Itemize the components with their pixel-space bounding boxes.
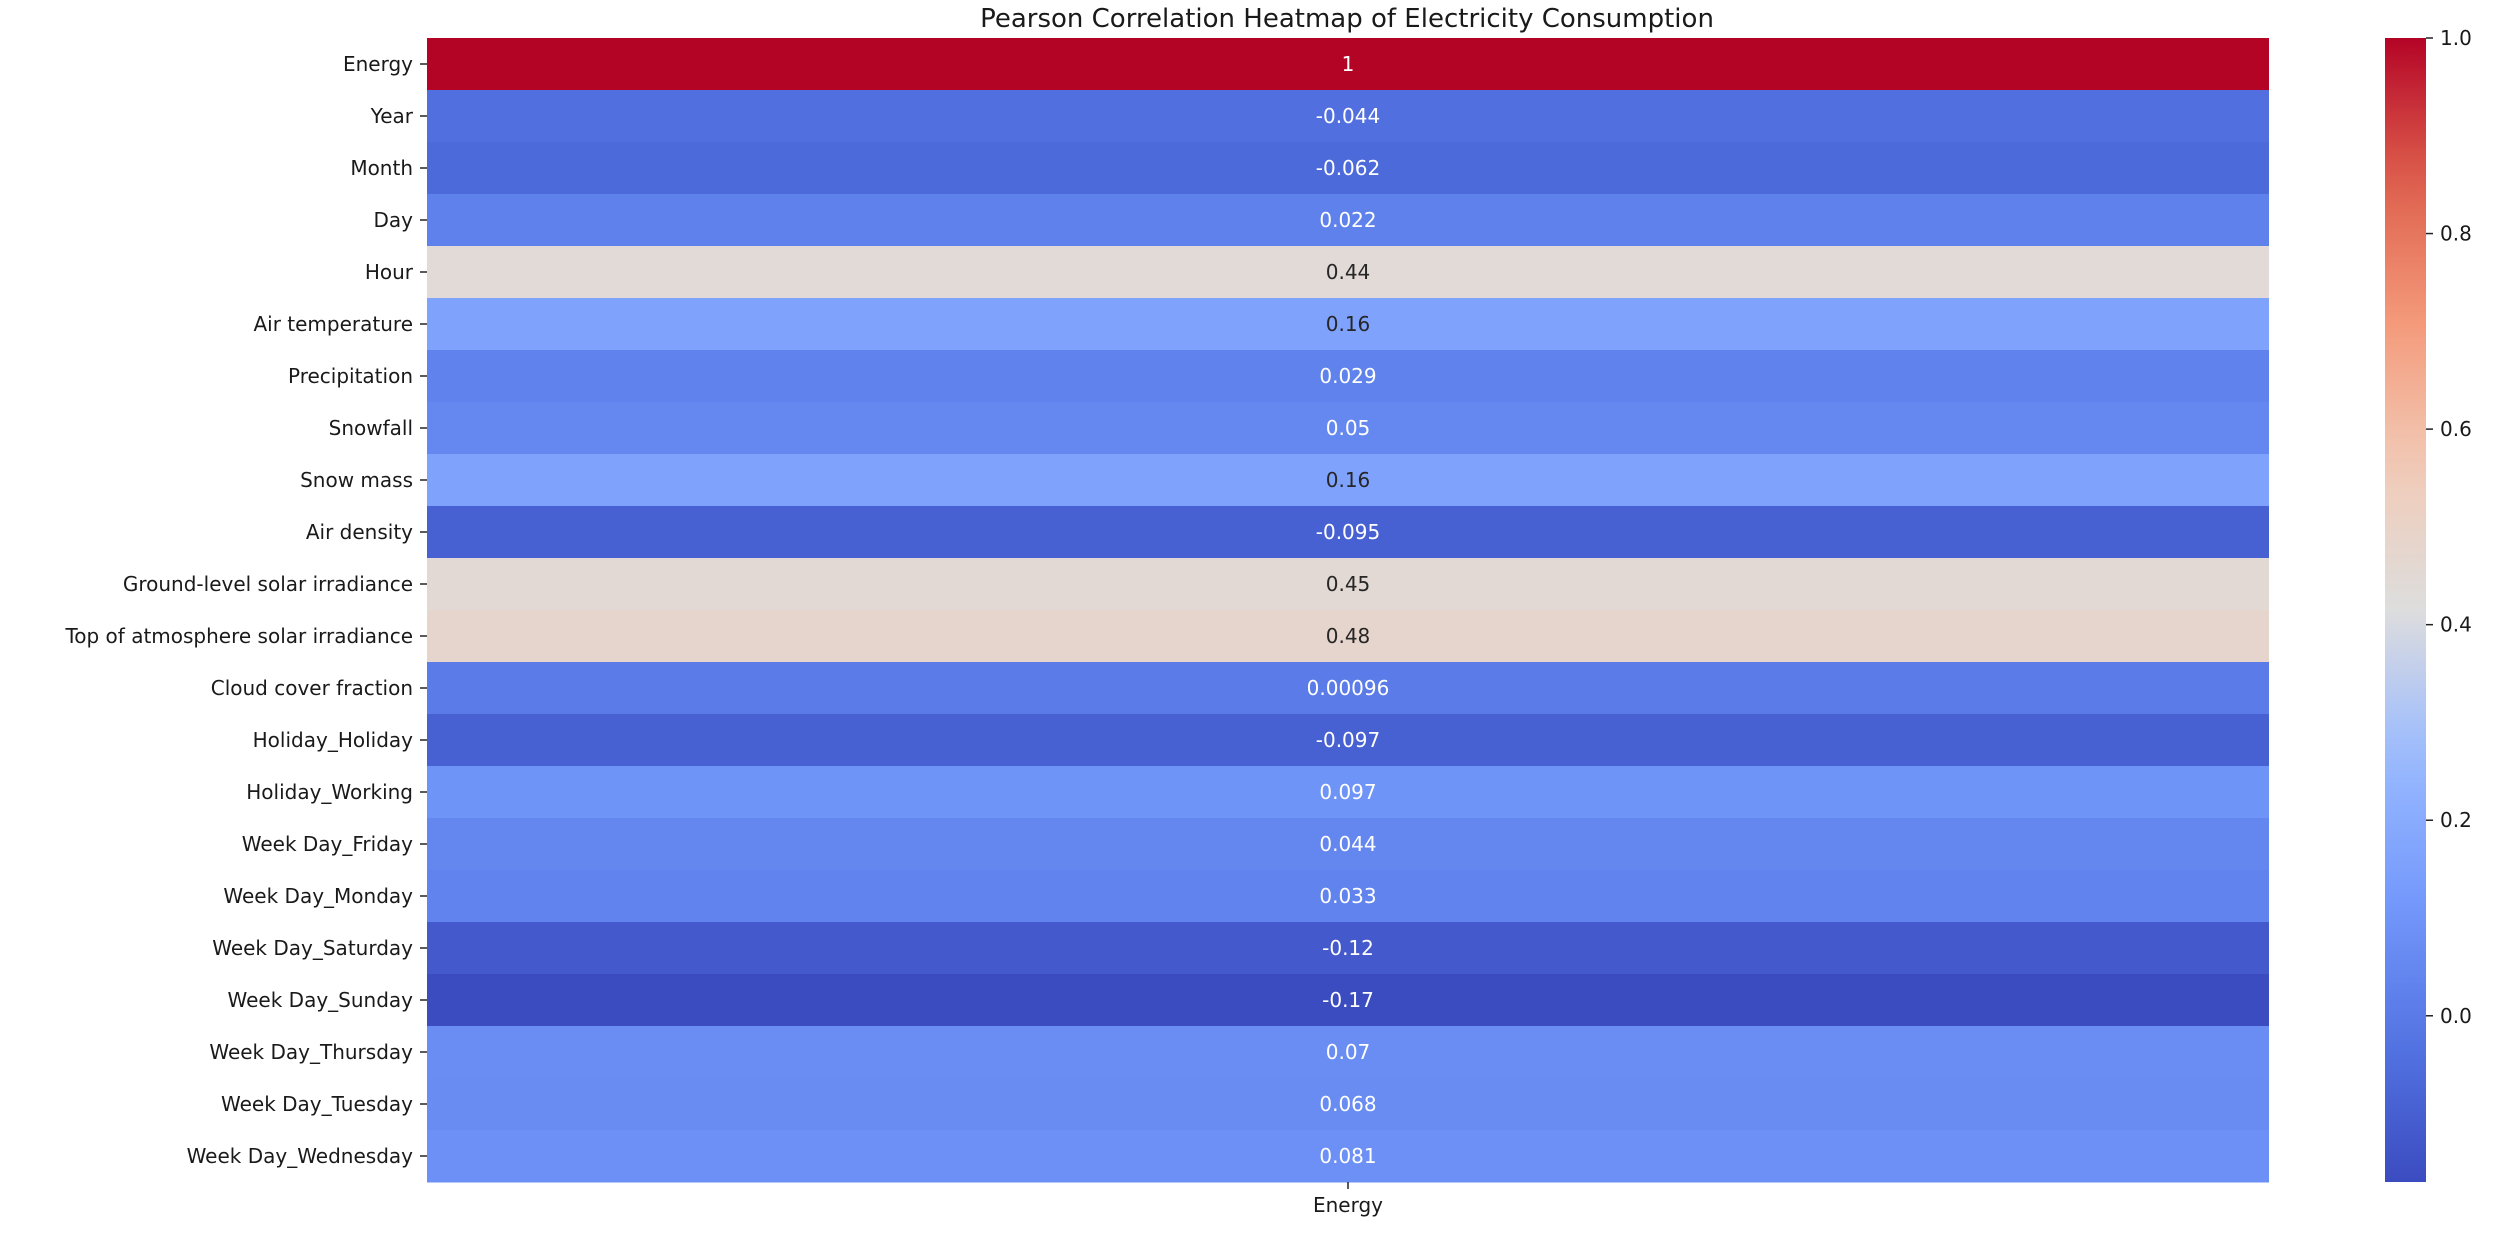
row-label: Week Day_Thursday (209, 1040, 413, 1064)
heatmap-cell (427, 558, 2269, 611)
row-label: Snow mass (300, 468, 413, 492)
cell-value-label: 0.05 (1326, 416, 1371, 440)
row-label: Week Day_Friday (242, 832, 413, 856)
colorbar-tick-label: 0.2 (2440, 808, 2472, 832)
heatmap-cell (427, 610, 2269, 663)
row-label: Energy (343, 52, 413, 76)
cell-value-label: 0.022 (1319, 208, 1376, 232)
cell-value-label: 0.16 (1326, 312, 1371, 336)
row-label: Air density (306, 520, 413, 544)
row-label: Week Day_Monday (223, 884, 413, 908)
row-label: Day (374, 208, 414, 232)
heatmap-cell (427, 246, 2269, 299)
colorbar-gradient (2385, 38, 2426, 1182)
cell-value-label: 0.07 (1326, 1040, 1371, 1064)
cell-value-label: 0.44 (1326, 260, 1371, 284)
column-label: Energy (1313, 1193, 1383, 1217)
heatmap-cell (427, 766, 2269, 819)
cell-value-label: 0.081 (1319, 1144, 1376, 1168)
cell-value-label: -0.12 (1322, 936, 1374, 960)
heatmap-cell (427, 1078, 2269, 1131)
heatmap-cell (427, 714, 2269, 767)
heatmap-cell (427, 194, 2269, 247)
row-label: Holiday_Holiday (253, 728, 414, 752)
cell-value-label: -0.097 (1316, 728, 1380, 752)
heatmap-cell (427, 922, 2269, 975)
cell-value-label: 0.00096 (1307, 676, 1390, 700)
colorbar-tick-label: 0.0 (2440, 1004, 2472, 1028)
cell-value-label: 0.48 (1326, 624, 1371, 648)
colorbar: 0.0 0.2 0.4 0.6 0.8 1.0 (2385, 26, 2472, 1182)
cell-value-label: -0.095 (1316, 520, 1380, 544)
heatmap-cell (427, 818, 2269, 871)
colorbar-tick-label: 0.4 (2440, 613, 2472, 637)
row-label: Year (370, 104, 414, 128)
heatmap-cell (427, 870, 2269, 923)
cell-value-label: 0.16 (1326, 468, 1371, 492)
heatmap-cell (427, 454, 2269, 507)
heatmap-cell (427, 90, 2269, 143)
heatmap-cell (427, 350, 2269, 403)
column-labels: Energy (1313, 1182, 1383, 1217)
row-label: Hour (365, 260, 414, 284)
cell-value-label: 0.044 (1319, 832, 1376, 856)
cell-value-label: -0.044 (1316, 104, 1380, 128)
heatmap-cell (427, 506, 2269, 559)
heatmap-cell (427, 1130, 2269, 1183)
heatmap-cell (427, 298, 2269, 351)
row-label: Week Day_Tuesday (221, 1092, 413, 1116)
colorbar-tick-label: 1.0 (2440, 26, 2472, 50)
cell-value-label: 0.45 (1326, 572, 1371, 596)
row-label: Top of atmosphere solar irradiance (64, 624, 413, 648)
cell-value-label: 0.068 (1319, 1092, 1376, 1116)
row-label: Week Day_Wednesday (187, 1144, 414, 1168)
heatmap-cells: 1 -0.044 -0.062 0.022 0.44 0.16 0.029 0.05 0.16 -… (427, 38, 2269, 1183)
row-label: Cloud cover fraction (211, 676, 413, 700)
cell-value-label: 0.097 (1319, 780, 1376, 804)
row-labels: Energy Year Month Day Hour Air temperature Pre… (64, 52, 427, 1168)
heatmap-cell (427, 662, 2269, 715)
heatmap-cell (427, 142, 2269, 195)
colorbar-tick-label: 0.6 (2440, 417, 2472, 441)
chart-title: Pearson Correlation Heatmap of Electrici… (980, 4, 1714, 34)
cell-value-label: 0.033 (1319, 884, 1376, 908)
row-label: Month (350, 156, 413, 180)
row-label: Week Day_Sunday (228, 988, 414, 1012)
row-label: Holiday_Working (246, 780, 413, 804)
heatmap-cell (427, 974, 2269, 1027)
row-label: Precipitation (288, 364, 413, 388)
cell-value-label: -0.17 (1322, 988, 1374, 1012)
row-label: Air temperature (253, 312, 413, 336)
row-label: Week Day_Saturday (212, 936, 413, 960)
heatmap-cell (427, 1026, 2269, 1079)
heatmap-cell (427, 402, 2269, 455)
cell-value-label: -0.062 (1316, 156, 1380, 180)
row-label: Ground-level solar irradiance (123, 572, 413, 596)
row-label: Snowfall (329, 416, 413, 440)
colorbar-tick-label: 0.8 (2440, 222, 2472, 246)
cell-value-label: 1 (1342, 52, 1355, 76)
cell-value-label: 0.029 (1319, 364, 1376, 388)
heatmap-cell (427, 38, 2269, 91)
